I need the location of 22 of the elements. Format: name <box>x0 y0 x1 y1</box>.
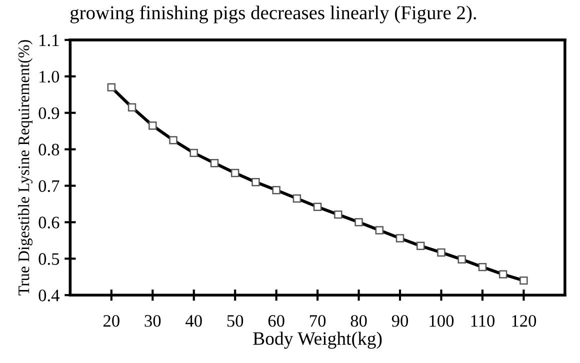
x-tick-label: 90 <box>392 315 408 327</box>
y-tick-label: 1.1 <box>40 34 59 46</box>
text: growing finishing pigs decreases linearly (Figure 2). <box>70 5 476 24</box>
y-tick-label: 0.4 <box>38 290 60 302</box>
x-tick-label: 60 <box>268 315 284 327</box>
x-tick-label: 120 <box>512 315 536 327</box>
x-tick-label: 50 <box>227 315 244 327</box>
y-tick-label: 0.6 <box>38 216 60 228</box>
y-tick-label: 0.5 <box>38 253 60 265</box>
x-tick-label: 20 <box>103 315 120 327</box>
y-tick-label: 1.0 <box>40 70 60 83</box>
y-tick-label: 0.9 <box>38 107 60 120</box>
x-tick-label: 100 <box>430 315 454 327</box>
x-axis-title: Body Weight(kg) <box>253 332 382 349</box>
x-tick-label: 30 <box>144 315 161 327</box>
x-tick-label: 40 <box>186 315 202 327</box>
x-tick-label: 110 <box>471 315 494 327</box>
y-axis-title: True Digestible Lysine Requirement(%) <box>18 40 33 296</box>
x-tick-label: 80 <box>350 315 367 327</box>
y-tick-label: 0.8 <box>38 144 60 156</box>
x-tick-label: 70 <box>310 315 326 327</box>
y-tick-label: 0.7 <box>38 180 60 192</box>
